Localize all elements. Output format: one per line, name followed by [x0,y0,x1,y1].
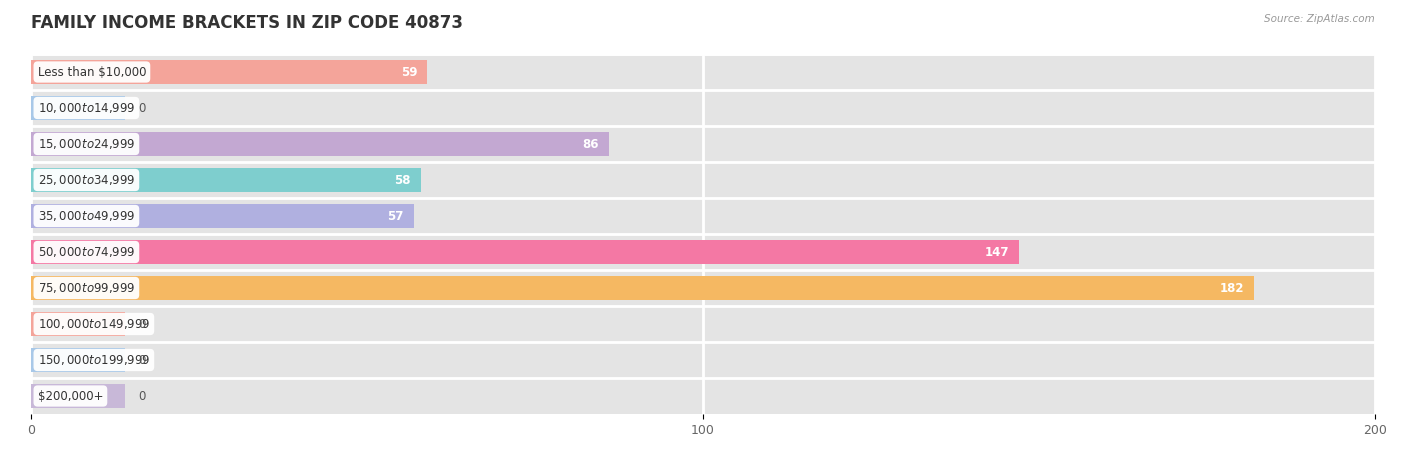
Text: Less than $10,000: Less than $10,000 [38,66,146,78]
Text: $15,000 to $24,999: $15,000 to $24,999 [38,137,135,151]
Text: $25,000 to $34,999: $25,000 to $34,999 [38,173,135,187]
Text: 147: 147 [984,246,1008,258]
Bar [31,204,413,228]
Text: $150,000 to $199,999: $150,000 to $199,999 [38,353,150,367]
Text: $35,000 to $49,999: $35,000 to $49,999 [38,209,135,223]
Text: 58: 58 [394,174,411,186]
Bar [31,270,1375,306]
Text: $50,000 to $74,999: $50,000 to $74,999 [38,245,135,259]
Text: $100,000 to $149,999: $100,000 to $149,999 [38,317,150,331]
Bar [31,126,1375,162]
Text: Source: ZipAtlas.com: Source: ZipAtlas.com [1264,14,1375,23]
Bar [31,384,125,408]
Bar [31,378,1375,414]
Text: 0: 0 [138,390,146,402]
Text: 86: 86 [582,138,599,150]
Text: 0: 0 [138,102,146,114]
Text: FAMILY INCOME BRACKETS IN ZIP CODE 40873: FAMILY INCOME BRACKETS IN ZIP CODE 40873 [31,14,463,32]
Text: 57: 57 [388,210,404,222]
Bar [31,240,1019,264]
Bar [31,60,427,84]
Bar [31,276,1254,300]
Bar [31,132,609,156]
Text: $75,000 to $99,999: $75,000 to $99,999 [38,281,135,295]
Bar [31,54,1375,90]
Text: $200,000+: $200,000+ [38,390,103,402]
Bar [31,198,1375,234]
Bar [31,96,125,120]
Text: 0: 0 [138,354,146,366]
Text: $10,000 to $14,999: $10,000 to $14,999 [38,101,135,115]
Text: 0: 0 [138,318,146,330]
Bar [31,162,1375,198]
Text: 59: 59 [401,66,418,78]
Text: 182: 182 [1219,282,1244,294]
Bar [31,312,125,336]
Bar [31,348,125,372]
Bar [31,168,420,192]
Bar [31,342,1375,378]
Bar [31,234,1375,270]
Bar [31,306,1375,342]
Bar [31,90,1375,126]
